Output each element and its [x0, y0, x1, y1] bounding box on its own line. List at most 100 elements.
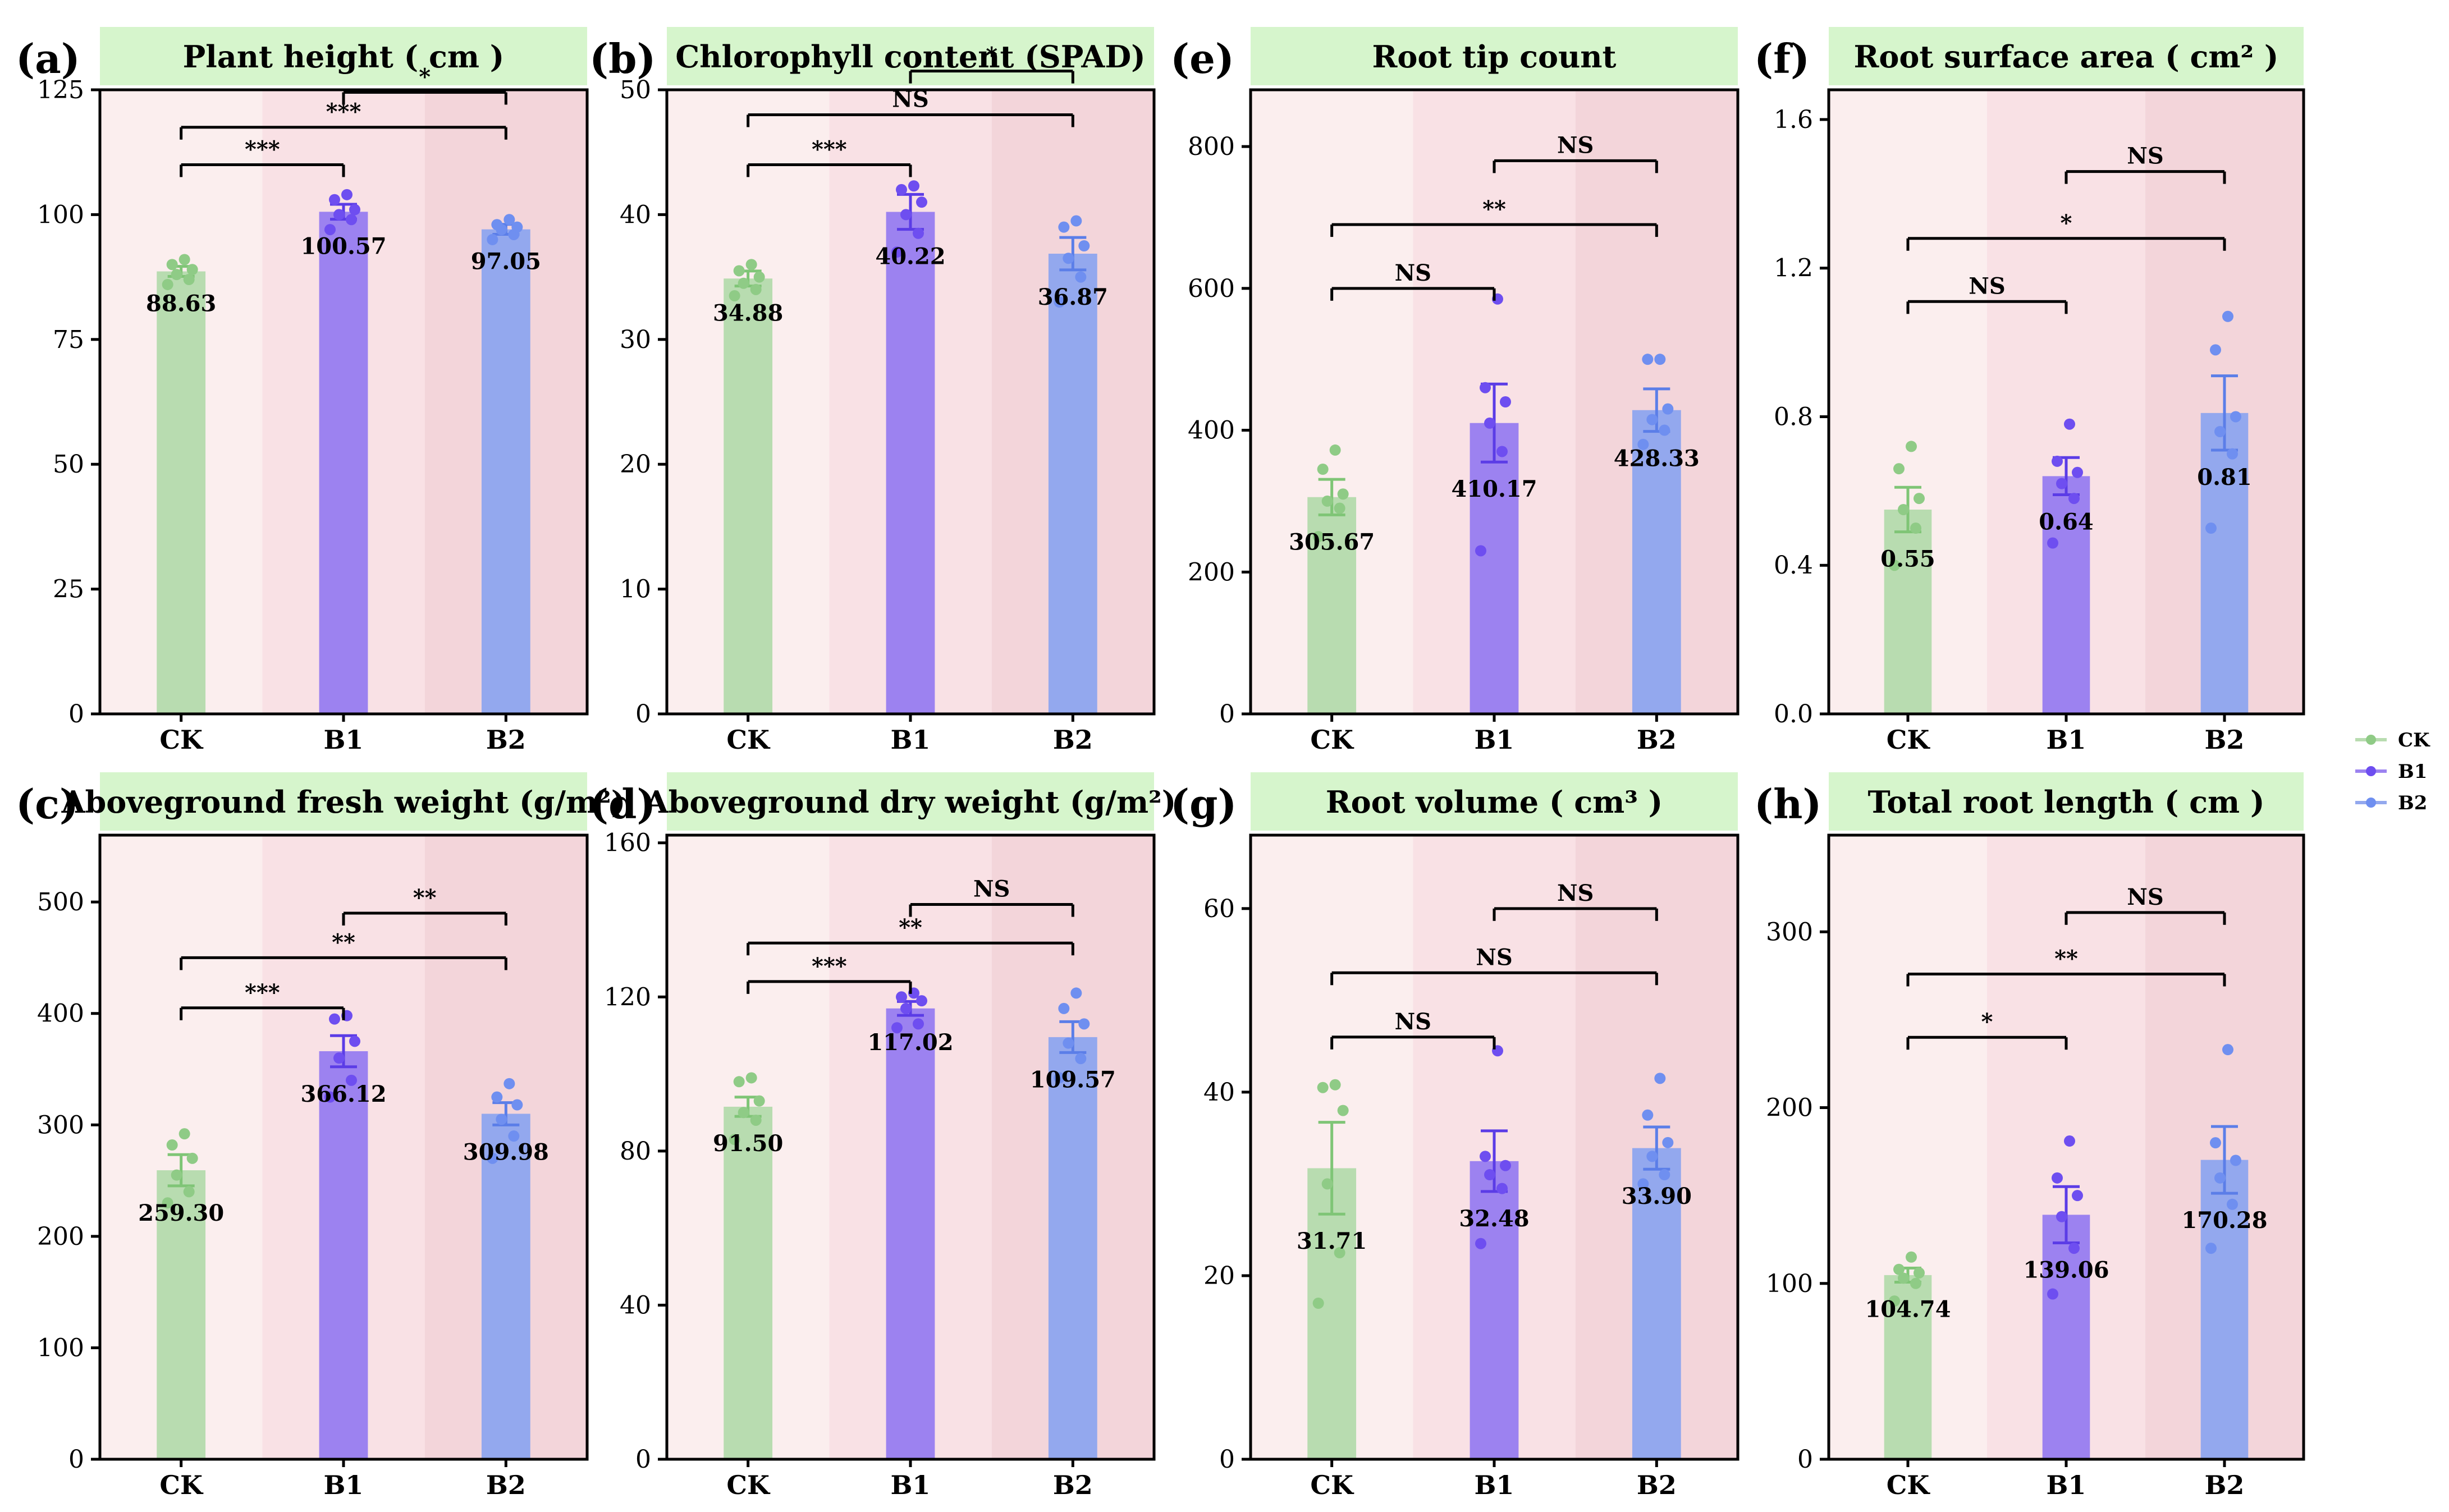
data-point: [487, 1152, 498, 1164]
y-tick-label: 300: [1766, 918, 1813, 946]
significance-label: *: [986, 43, 997, 69]
data-point: [753, 271, 765, 283]
data-point: [1321, 1178, 1333, 1190]
panel-title: Aboveground dry weight (g/m²): [644, 784, 1177, 820]
panel-title: Chlorophyll content (SPAD): [675, 39, 1145, 75]
data-point: [913, 227, 924, 239]
data-point: [1317, 1082, 1329, 1093]
y-tick-label: 100: [37, 1334, 84, 1362]
data-point: [1637, 1178, 1649, 1190]
panel-title: Aboveground fresh weight (g/m²): [61, 784, 626, 820]
data-point: [496, 1114, 507, 1125]
data-point: [503, 214, 515, 226]
chart-panel-2: Root tip count (e) 305.67 410.17 428.33 NS ** N…: [1170, 27, 1740, 755]
data-point: [1910, 523, 1921, 534]
significance-label: *: [2061, 210, 2072, 236]
data-point: [1898, 503, 1909, 515]
bar-ck: [157, 1170, 206, 1459]
x-category-label: B2: [486, 725, 526, 755]
bar-b1: [886, 212, 935, 714]
bar-b2: [1048, 1037, 1097, 1459]
y-tick-label: 1.2: [1774, 254, 1813, 283]
x-category-label: CK: [1310, 725, 1354, 755]
bar-value-label: 0.55: [1880, 546, 1935, 572]
data-point: [1070, 987, 1082, 999]
data-point: [183, 1186, 195, 1198]
data-point: [178, 1128, 190, 1140]
bar-value-label: 305.67: [1289, 529, 1375, 555]
x-category-label: CK: [159, 725, 204, 755]
data-point: [1659, 424, 1670, 436]
data-point: [1063, 253, 1074, 264]
data-point: [1054, 296, 1065, 308]
bar-value-label: 100.57: [300, 233, 386, 260]
data-point: [1906, 1251, 1917, 1263]
panel-letter: (a): [16, 35, 80, 83]
bar-b1: [1470, 1161, 1519, 1459]
chart-panel-4: Aboveground fresh weight (g/m²)(c) 259.30…: [16, 772, 625, 1500]
panel-title-bg: [1251, 772, 1738, 831]
x-category-label: CK: [726, 1470, 771, 1500]
data-point: [2210, 344, 2221, 356]
bar-value-label: 309.98: [463, 1139, 549, 1165]
data-point: [1075, 1053, 1087, 1065]
data-point: [1317, 464, 1329, 475]
significance-label: NS: [1395, 260, 1431, 286]
data-point: [1058, 1002, 1070, 1014]
x-category-label: B1: [324, 1470, 364, 1500]
bar-ck: [724, 278, 773, 714]
x-category-label: CK: [1310, 1470, 1354, 1500]
significance-label: NS: [1476, 944, 1512, 970]
data-point: [1312, 1298, 1324, 1309]
data-point: [2068, 493, 2080, 505]
chart-panel-3: Root surface area ( cm² )(f)0.550.640.81…: [1754, 27, 2305, 755]
panel-letter: (b): [589, 35, 656, 83]
bar-b2: [2200, 413, 2249, 714]
data-point: [900, 209, 912, 221]
chart-panel-5: Aboveground dry weight (g/m²)(d) 91.50 117…: [589, 772, 1176, 1500]
bar-ck: [1884, 509, 1932, 714]
data-point: [2210, 1137, 2221, 1149]
bar-b2: [481, 1114, 530, 1459]
data-point: [2064, 1135, 2075, 1147]
data-point: [2052, 455, 2063, 467]
data-point: [891, 246, 903, 258]
y-tick-label: 40: [620, 200, 651, 229]
data-point: [1889, 560, 1900, 571]
y-tick-label: 0: [1219, 700, 1235, 728]
x-category-label: B1: [1475, 1470, 1514, 1500]
data-point: [1496, 446, 1508, 457]
bar-b1: [319, 212, 368, 714]
data-point: [1500, 396, 1511, 407]
bar-value-label: 139.06: [2023, 1257, 2109, 1284]
data-point: [329, 194, 340, 205]
data-point: [1334, 1247, 1345, 1259]
y-tick-label: 0: [635, 700, 651, 728]
data-point: [2052, 1172, 2063, 1184]
y-tick-label: 40: [1203, 1078, 1235, 1107]
data-point: [2056, 478, 2067, 489]
data-point: [508, 1130, 520, 1142]
panel-title-bg: [1829, 772, 2304, 831]
data-point: [171, 269, 182, 281]
x-category-label: B2: [486, 1470, 526, 1500]
data-point: [324, 1091, 336, 1103]
panel-title-bg: [100, 772, 587, 831]
data-point: [738, 1107, 749, 1119]
y-tick-label: 0: [1219, 1445, 1235, 1474]
x-category-label: B2: [2205, 725, 2245, 755]
data-point: [2072, 1190, 2083, 1202]
panel-letter: (g): [1170, 780, 1237, 828]
data-point: [1914, 1267, 1925, 1279]
y-tick-label: 160: [604, 829, 651, 858]
data-point: [166, 1139, 178, 1151]
data-point: [1312, 531, 1324, 543]
significance-label: ***: [245, 979, 280, 1006]
significance-label: NS: [1395, 1009, 1431, 1035]
significance-label: *: [1981, 1009, 1993, 1035]
data-point: [2222, 1044, 2233, 1056]
significance-label: NS: [1557, 132, 1594, 158]
data-point: [1642, 1109, 1654, 1121]
data-point: [346, 1074, 357, 1086]
panel-letter: (c): [16, 780, 79, 828]
